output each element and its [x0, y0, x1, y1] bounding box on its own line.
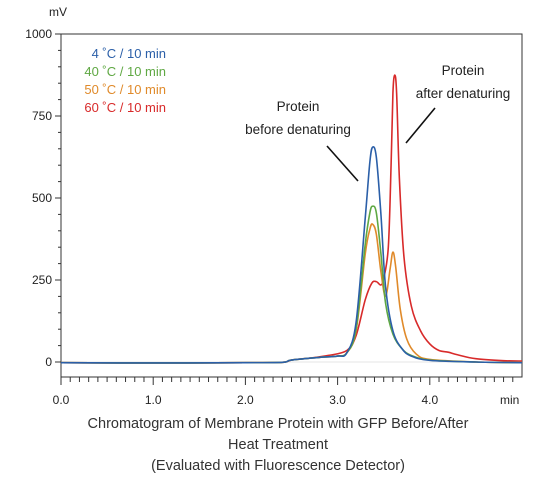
chart-caption: Chromatogram of Membrane Protein with GF…: [0, 414, 556, 477]
legend-entry: 50 ˚C / 10 min: [84, 82, 166, 97]
y-tick-label: 750: [32, 109, 52, 123]
annotation-after-line-2: after denaturing: [416, 86, 511, 101]
x-tick-label: 0.0: [53, 393, 70, 407]
y-tick-label: 1000: [25, 27, 52, 41]
caption-line-3: (Evaluated with Fluorescence Detector): [151, 458, 405, 474]
series-line-0: [60, 145, 523, 364]
annotation-before-pointer: [326, 145, 359, 182]
chromatogram-chart: mV min 0 250 500 750 1000 0.0 1.0 2.0 3.0 4.0 4 ˚…: [25, 5, 523, 407]
series-line-2: [60, 223, 523, 364]
x-tick-label: 3.0: [329, 393, 346, 407]
caption-line-1: Chromatogram of Membrane Protein with GF…: [87, 416, 469, 432]
y-tick-label: 250: [32, 273, 52, 287]
x-tick-label: 2.0: [237, 393, 254, 407]
x-tick-label: 1.0: [145, 393, 162, 407]
y-tick-label: 0: [45, 355, 52, 369]
legend-entry: 4 ˚C / 10 min: [92, 46, 166, 61]
y-tick-label: 500: [32, 191, 52, 205]
annotation-before-line-1: Protein: [277, 99, 320, 114]
legend-entry: 60 ˚C / 10 min: [84, 100, 166, 115]
series-line-3: [60, 74, 523, 364]
x-unit-label: min: [500, 393, 519, 407]
annotation-after-line-1: Protein: [442, 63, 485, 78]
series-line-1: [60, 205, 523, 364]
caption-line-2: Heat Treatment: [228, 437, 328, 453]
legend-entry: 40 ˚C / 10 min: [84, 64, 166, 79]
y-unit-label: mV: [49, 5, 67, 19]
x-tick-label: 4.0: [421, 393, 438, 407]
annotation-before-line-2: before denaturing: [245, 122, 351, 137]
annotation-after-pointer: [405, 107, 436, 144]
